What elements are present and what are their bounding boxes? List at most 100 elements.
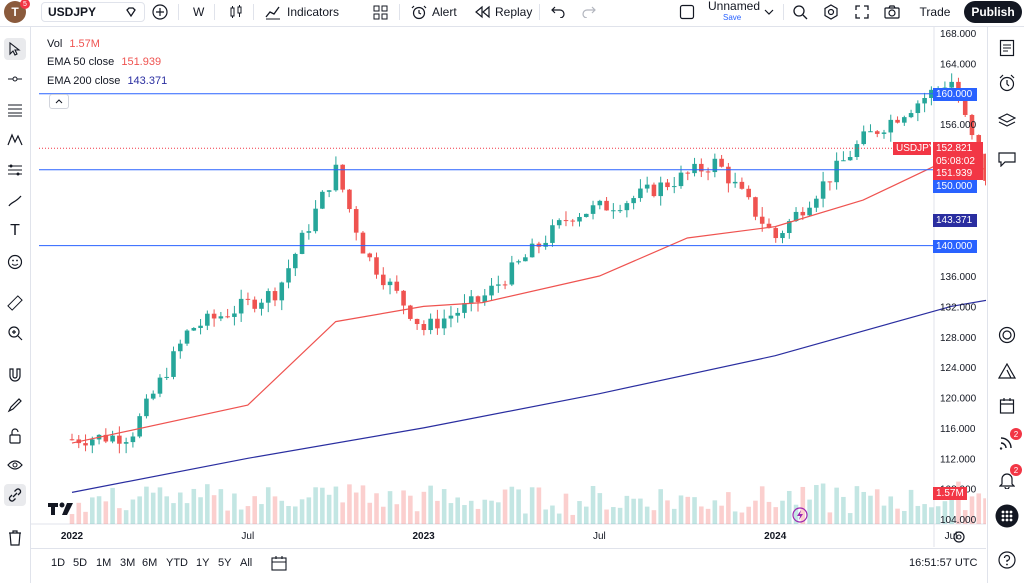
trade-button[interactable]: Trade (912, 1, 958, 23)
chat-icon[interactable] (995, 147, 1019, 171)
candle-body (617, 210, 623, 212)
collapse-legend-button[interactable] (49, 94, 69, 109)
trend-line-icon[interactable] (4, 68, 26, 90)
volume-bar (252, 496, 257, 524)
zoom-icon[interactable] (4, 322, 26, 344)
range-1d[interactable]: 1D (51, 557, 66, 569)
add-compare-icon[interactable] (122, 3, 140, 21)
layers-icon[interactable] (995, 109, 1019, 133)
range-6m[interactable]: 6M (142, 557, 158, 569)
layout-name[interactable]: Unnamed (708, 0, 760, 13)
flash-icon[interactable] (792, 507, 808, 523)
ruler-icon[interactable] (4, 292, 26, 314)
candle-body (583, 213, 589, 217)
candle-body (279, 282, 285, 301)
layout-save-status[interactable]: Save (723, 11, 741, 23)
utc-clock[interactable]: 16:51:57 UTC (909, 557, 978, 569)
volume-bar (177, 492, 183, 524)
symbol-search[interactable]: USDJPY (41, 2, 145, 22)
fullscreen-icon[interactable] (853, 3, 871, 21)
undo-icon[interactable] (549, 3, 567, 21)
text-icon[interactable]: T (10, 222, 20, 239)
ema200-legend[interactable]: EMA 200 close 143.371 (47, 75, 167, 87)
candle-body (421, 324, 427, 331)
volume-bar (820, 483, 826, 524)
volume-legend[interactable]: Vol 1.57M (47, 38, 100, 50)
candle-body (245, 298, 251, 300)
horizontal-levels (39, 93, 934, 247)
level-tag-160: 160.000 (933, 88, 977, 101)
volume-bar (387, 491, 393, 524)
volume-bar (888, 496, 894, 524)
notifications-icon[interactable] (995, 468, 1019, 492)
lock-icon[interactable] (4, 425, 26, 447)
range-5y[interactable]: 5Y (218, 557, 232, 569)
redo-icon[interactable] (580, 3, 598, 21)
help-icon[interactable] (995, 548, 1019, 572)
link-icon[interactable] (4, 484, 26, 506)
pattern-icon[interactable] (4, 129, 26, 151)
trash-icon[interactable] (4, 527, 26, 549)
candle-body (820, 181, 826, 199)
goto-date-icon[interactable] (271, 555, 287, 571)
volume-bar (421, 491, 427, 524)
alarm-clock-icon[interactable] (995, 71, 1019, 95)
replay-button[interactable]: Replay (495, 0, 532, 24)
quick-search-icon[interactable] (791, 3, 809, 21)
axis-settings-icon[interactable] (952, 530, 966, 544)
candle-body (523, 257, 528, 262)
replay-icon[interactable] (473, 3, 491, 21)
volume-bar (827, 512, 833, 524)
fib-retracement-icon[interactable] (4, 99, 26, 121)
alert-button[interactable]: Alert (432, 0, 457, 24)
candle-body (462, 303, 467, 313)
ema50-legend[interactable]: EMA 50 close 151.939 (47, 56, 161, 68)
candle-body (238, 298, 244, 314)
alert-icon[interactable] (410, 3, 428, 21)
volume-bar (550, 505, 555, 524)
indicators-label: Indicators (287, 5, 340, 19)
pine-icon[interactable] (995, 359, 1019, 383)
range-all[interactable]: All (240, 557, 253, 569)
tradingview-logo[interactable] (47, 500, 77, 516)
candle-body (868, 131, 873, 133)
indicators-button[interactable]: Indicators (287, 0, 339, 24)
brush-icon[interactable] (4, 190, 26, 212)
forecast-icon[interactable] (4, 159, 26, 181)
indicators-icon[interactable] (264, 3, 282, 21)
chevron-down-icon[interactable] (762, 3, 776, 21)
apps-menu-icon[interactable] (995, 504, 1019, 528)
layouts-icon[interactable] (371, 3, 389, 21)
volume-bar (800, 486, 806, 524)
candles-icon[interactable] (227, 3, 245, 21)
candle-body (834, 160, 839, 183)
range-5d[interactable]: 5D (73, 557, 88, 569)
emoji-icon[interactable] (4, 251, 26, 273)
range-1y[interactable]: 1Y (196, 557, 210, 569)
watchlist-icon[interactable] (995, 36, 1019, 60)
cursor-icon[interactable] (4, 38, 26, 60)
camera-icon[interactable] (883, 3, 901, 21)
range-1m[interactable]: 1M (96, 557, 112, 569)
calendar-icon[interactable] (995, 394, 1019, 418)
volume-bar (455, 497, 460, 524)
ideas-stream-icon[interactable] (995, 430, 1019, 454)
layout-checkbox-icon[interactable] (678, 3, 696, 21)
stay-in-drawing-icon[interactable] (4, 394, 26, 416)
trade-label: Trade (919, 5, 951, 19)
magnet-icon[interactable] (4, 364, 26, 386)
settings-icon[interactable] (822, 3, 840, 21)
eye-icon[interactable] (4, 454, 26, 476)
interval-button[interactable]: W (193, 0, 204, 24)
add-symbol-icon[interactable] (151, 3, 169, 21)
candle-body (671, 186, 677, 188)
price-tick-label: 136.000 (940, 272, 977, 283)
publish-button[interactable]: Publish (964, 1, 1022, 23)
price-chart[interactable]: 168.000 164.000 156.000 136.000 132.000 128.0… (31, 27, 986, 547)
range-ytd[interactable]: YTD (166, 557, 188, 569)
candle-body (218, 316, 224, 319)
target-icon[interactable] (995, 323, 1019, 347)
candle-body (577, 216, 582, 222)
volume-bar (759, 486, 765, 524)
range-3m[interactable]: 3M (120, 557, 136, 569)
